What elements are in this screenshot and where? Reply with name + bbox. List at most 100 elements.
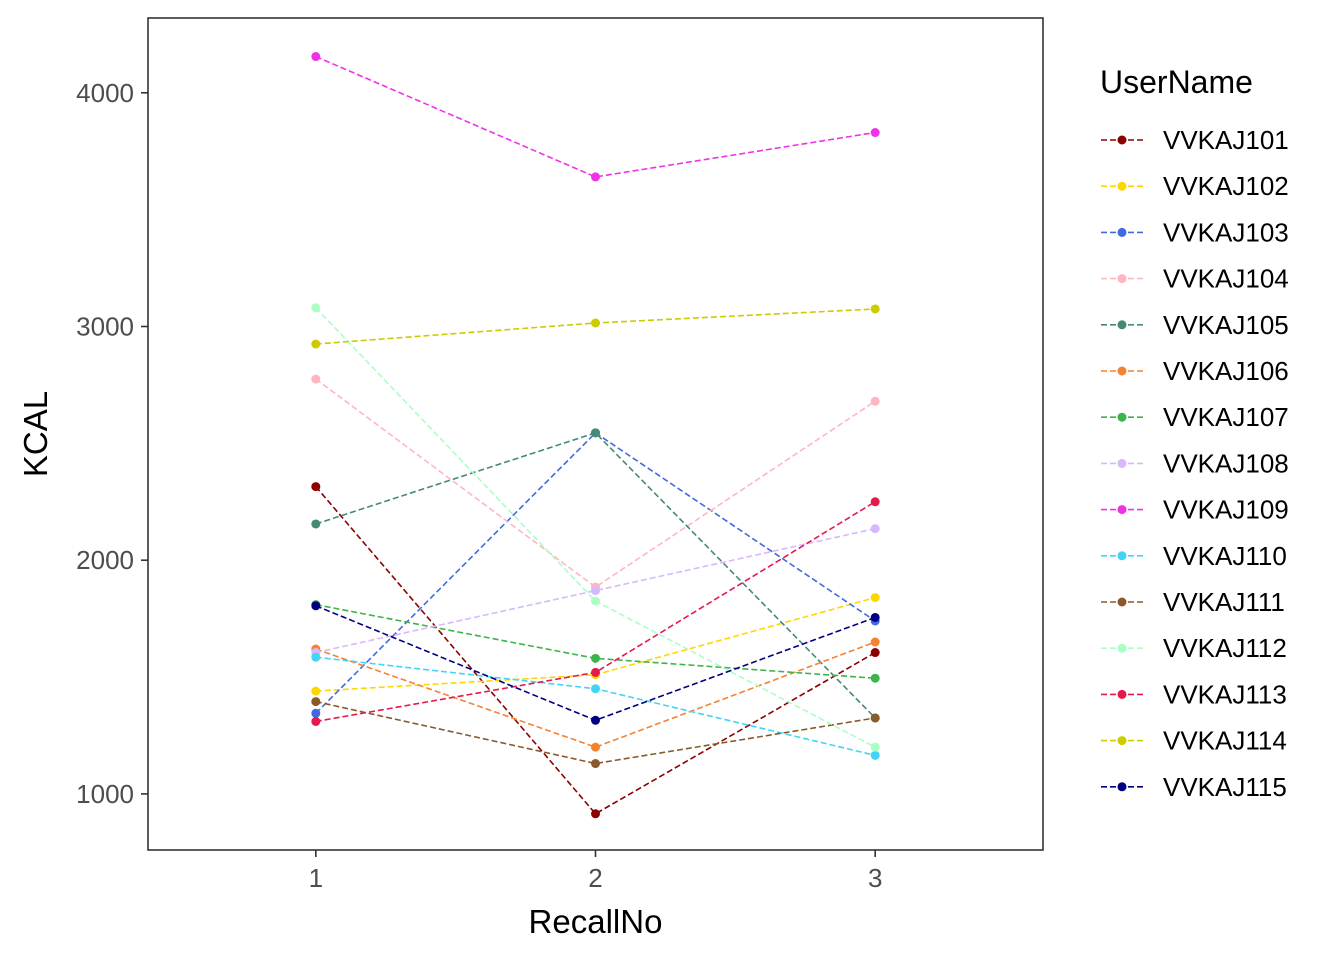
legend-key-point: [1117, 274, 1127, 284]
y-axis: 1000 2000 3000 4000: [76, 78, 148, 809]
legend-item: VVKAJ107: [1101, 402, 1289, 432]
legend-label: VVKAJ110: [1163, 541, 1287, 571]
legend-label: VVKAJ106: [1163, 356, 1289, 386]
data-point: [870, 304, 880, 314]
data-point: [870, 673, 880, 683]
data-point: [311, 652, 321, 662]
legend-title: UserName: [1100, 64, 1253, 100]
data-point: [870, 524, 880, 534]
data-point: [870, 742, 880, 752]
y-axis-title: KCAL: [17, 391, 54, 477]
data-point: [591, 742, 600, 752]
legend-key-point: [1117, 412, 1127, 422]
legend-key-point: [1117, 597, 1127, 607]
legend-item: VVKAJ105: [1101, 310, 1289, 340]
data-point: [870, 128, 880, 138]
series-line: [315, 55, 876, 178]
legend-item: VVKAJ112: [1101, 633, 1287, 663]
legend-label: VVKAJ112: [1163, 633, 1287, 663]
x-tick-label: 3: [868, 863, 882, 893]
data-point: [311, 716, 321, 726]
legend-label: VVKAJ114: [1163, 726, 1287, 756]
legend-label: VVKAJ113: [1163, 679, 1287, 709]
series-VVKAJ113: [311, 497, 880, 726]
legend-item: VVKAJ110: [1101, 541, 1287, 571]
legend-item: VVKAJ104: [1101, 264, 1289, 294]
data-point: [591, 428, 600, 438]
series-layer: [311, 52, 880, 819]
legend-item: VVKAJ111: [1101, 587, 1285, 617]
legend-item: VVKAJ113: [1101, 679, 1287, 709]
y-tick-label: 4000: [76, 78, 134, 108]
legend-key-point: [1117, 643, 1127, 653]
series-VVKAJ114: [311, 304, 880, 349]
series-line: [315, 641, 876, 749]
data-point: [591, 715, 600, 725]
legend-key-point: [1117, 135, 1127, 145]
series-line: [315, 431, 876, 719]
data-point: [870, 648, 880, 658]
data-point: [311, 482, 321, 492]
data-point: [591, 667, 600, 677]
series-VVKAJ115: [311, 601, 880, 725]
x-axis-title: RecallNo: [529, 903, 663, 940]
data-point: [311, 708, 321, 718]
legend-label: VVKAJ108: [1163, 448, 1289, 478]
data-point: [870, 612, 880, 622]
legend-key-point: [1117, 551, 1127, 561]
legend-label: VVKAJ104: [1163, 264, 1289, 294]
data-point: [311, 374, 321, 384]
legend-item: VVKAJ114: [1101, 726, 1287, 756]
y-tick-label: 1000: [76, 779, 134, 809]
data-point: [591, 653, 600, 663]
legend-key-point: [1117, 320, 1127, 330]
data-point: [870, 750, 880, 760]
data-point: [311, 601, 321, 611]
y-tick-label: 2000: [76, 545, 134, 575]
data-point: [311, 686, 321, 696]
legend-key-point: [1117, 458, 1127, 468]
data-point: [311, 519, 321, 529]
legend-label: VVKAJ103: [1163, 217, 1289, 247]
series-line: [315, 378, 876, 589]
legend-label: VVKAJ105: [1163, 310, 1289, 340]
legend-key-point: [1117, 689, 1127, 699]
legend-key-point: [1117, 181, 1127, 191]
legend-key-point: [1117, 782, 1127, 792]
series-VVKAJ112: [311, 303, 880, 752]
legend-key-point: [1117, 736, 1127, 746]
series-VVKAJ110: [311, 652, 880, 760]
series-VVKAJ109: [311, 52, 880, 182]
data-point: [591, 586, 600, 596]
legend-label: VVKAJ107: [1163, 402, 1289, 432]
y-tick-label: 3000: [76, 311, 134, 341]
legend-item: VVKAJ108: [1101, 448, 1289, 478]
data-point: [870, 497, 880, 507]
legend-label: VVKAJ109: [1163, 495, 1289, 525]
series-VVKAJ101: [311, 482, 880, 819]
data-point: [311, 339, 321, 349]
legend-item: VVKAJ109: [1101, 495, 1289, 525]
legend-label: VVKAJ101: [1163, 125, 1289, 155]
data-point: [311, 52, 321, 62]
x-tick-label: 1: [309, 863, 323, 893]
data-point: [591, 596, 600, 606]
data-point: [591, 318, 600, 328]
legend-key-point: [1117, 366, 1127, 376]
data-point: [870, 637, 880, 647]
data-point: [311, 303, 321, 313]
legend-label: VVKAJ115: [1163, 772, 1287, 802]
series-VVKAJ111: [311, 697, 880, 769]
x-axis: 1 2 3: [309, 850, 882, 893]
legend-item: VVKAJ115: [1101, 772, 1287, 802]
data-point: [311, 697, 321, 707]
legend-item: VVKAJ103: [1101, 217, 1289, 247]
legend: UserName VVKAJ101 VVKAJ102 VVKAJ103 VVKAJ10…: [1100, 64, 1289, 802]
data-point: [870, 713, 880, 723]
data-point: [870, 396, 880, 406]
series-line: [315, 700, 876, 765]
data-point: [870, 593, 880, 603]
legend-key-point: [1117, 505, 1127, 515]
data-point: [591, 172, 600, 182]
